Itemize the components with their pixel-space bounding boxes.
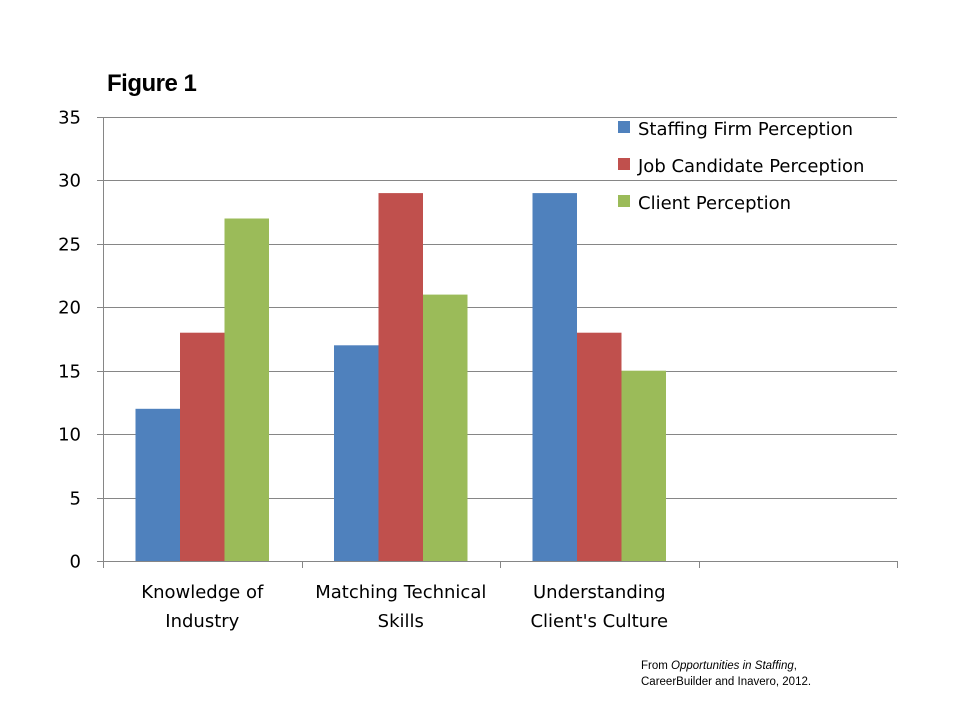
bar <box>378 193 423 561</box>
figure-title: Figure 1 <box>107 70 197 97</box>
bar <box>532 193 577 561</box>
y-tick-label: 35 <box>58 108 81 129</box>
y-tick-label: 0 <box>70 552 81 573</box>
bars <box>135 193 666 561</box>
legend-swatch <box>618 121 630 133</box>
bar <box>180 332 225 561</box>
x-tick-label: Matching Technical <box>315 582 486 603</box>
axes <box>97 117 898 568</box>
bar <box>621 370 666 561</box>
x-tick-label: Knowledge of <box>141 582 264 603</box>
legend-label: Job Candidate Perception <box>637 156 864 177</box>
x-tick-label: Understanding <box>533 582 666 603</box>
source-suffix: , <box>793 660 797 672</box>
legend-label: Client Perception <box>638 193 791 214</box>
bar <box>135 408 180 561</box>
source-note: From Opportunities in Staffing, CareerBu… <box>641 658 811 690</box>
source-prefix: From <box>641 660 672 672</box>
legend: Staffing Firm Perception Job Candidate Pe… <box>618 119 864 214</box>
y-tick-labels: 0 5 10 15 20 25 30 35 <box>58 108 81 573</box>
source-title: Opportunities in Staffing <box>671 660 794 672</box>
bar <box>577 332 622 561</box>
y-tick-label: 25 <box>58 235 81 256</box>
source-line2: CareerBuilder and Inavero, 2012. <box>641 676 812 688</box>
x-tick-labels: Knowledge of Industry Matching Technical Sk… <box>141 582 668 632</box>
bar <box>334 345 379 561</box>
y-tick-label: 15 <box>58 362 81 383</box>
x-tick-label: Client's Culture <box>530 611 668 632</box>
bar <box>423 294 468 561</box>
x-tick-label: Skills <box>378 611 424 632</box>
y-tick-label: 10 <box>58 425 81 446</box>
x-tick-label: Industry <box>165 611 239 632</box>
legend-swatch <box>618 195 630 207</box>
y-tick-label: 20 <box>58 298 81 319</box>
bar <box>224 218 269 561</box>
y-tick-label: 30 <box>58 171 81 192</box>
y-tick-label: 5 <box>70 489 81 510</box>
legend-label: Staffing Firm Perception <box>638 119 853 140</box>
legend-swatch <box>618 158 630 170</box>
